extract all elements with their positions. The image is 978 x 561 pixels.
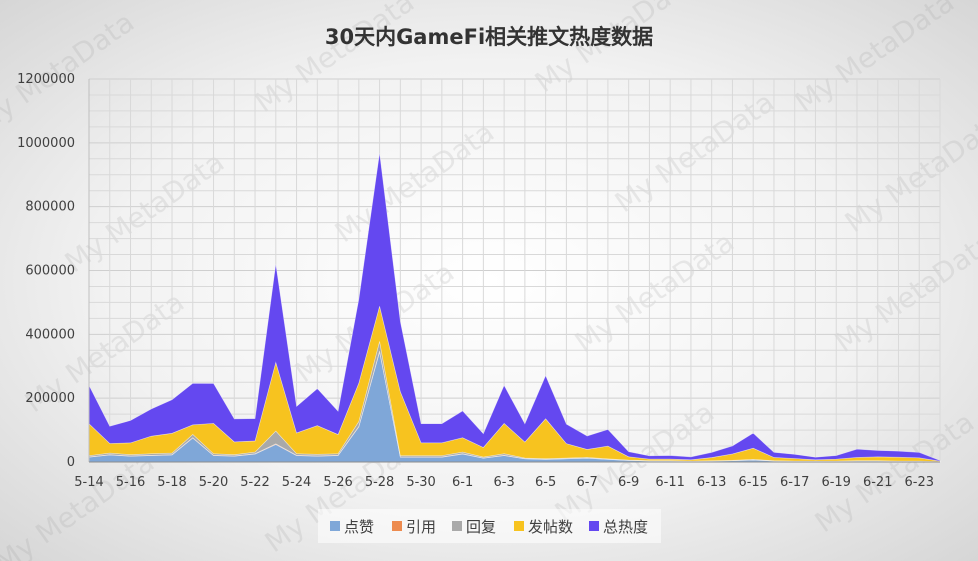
watermark-text: My MetaData: [249, 0, 420, 119]
legend-swatch: [330, 521, 340, 531]
y-tick-label: 400000: [25, 327, 75, 342]
legend-swatch: [392, 521, 402, 531]
x-tick-label: 5-26: [323, 475, 353, 490]
x-tick-label: 5-20: [199, 475, 229, 490]
watermark-text: My MetaData: [839, 105, 978, 239]
legend-label: 点赞: [344, 518, 374, 536]
legend-label: 总热度: [603, 518, 648, 536]
x-tick-label: 6-1: [452, 475, 473, 490]
x-tick-label: 5-30: [406, 475, 436, 490]
x-tick-label: 6-13: [697, 475, 727, 490]
watermark-text: My MetaData: [59, 145, 230, 279]
x-tick-label: 6-17: [780, 475, 810, 490]
y-tick-label: 1200000: [17, 72, 75, 87]
x-tick-label: 5-16: [116, 475, 146, 490]
area-series-5: [88, 153, 941, 462]
y-tick-label: 1000000: [17, 136, 75, 151]
chart-title: 30天内GameFi相关推文热度数据: [325, 25, 653, 49]
watermark-text: My MetaData: [829, 225, 978, 359]
x-tick-label: 6-19: [821, 475, 851, 490]
y-tick-label: 0: [67, 455, 75, 470]
x-tick-label: 6-7: [577, 475, 598, 490]
watermark-text: My MetaData: [609, 85, 780, 219]
x-tick-label: 6-11: [655, 475, 685, 490]
watermark-text: My MetaData: [329, 115, 500, 249]
x-axis-tick-labels: 5-14 5-16 5-18 5-20 5-22 5-24 5-26 5-28 5-30 6-1 6…: [74, 475, 934, 490]
x-tick-label: 6-9: [618, 475, 639, 490]
y-axis-tick-labels: 0 200000 400000 600000 800000 1000000 1200000: [17, 72, 75, 470]
area-series-4: [88, 306, 941, 462]
legend-label: 回复: [466, 518, 496, 536]
legend-label: 引用: [406, 518, 436, 536]
legend-label: 发帖数: [528, 518, 573, 536]
legend-box: [318, 509, 661, 543]
area-series: [88, 153, 941, 463]
x-tick-label: 5-14: [74, 475, 104, 490]
legend-swatch: [589, 521, 599, 531]
x-tick-label: 5-24: [282, 475, 312, 490]
watermark-text: My MetaData: [789, 0, 960, 119]
x-tick-label: 6-23: [904, 475, 934, 490]
y-tick-label: 600000: [25, 264, 75, 279]
watermark-text: My MetaData: [809, 405, 978, 539]
watermark-text: My MetaData: [0, 445, 160, 561]
axes: [88, 79, 940, 463]
x-tick-label: 6-3: [494, 475, 515, 490]
x-tick-label: 5-28: [365, 475, 395, 490]
x-tick-label: 6-21: [863, 475, 893, 490]
y-tick-label: 800000: [25, 200, 75, 215]
y-tick-label: 200000: [25, 391, 75, 406]
watermark-text: My MetaData: [529, 0, 700, 99]
x-tick-label: 6-15: [738, 475, 768, 490]
legend-swatch: [514, 521, 524, 531]
watermark-text: My MetaData: [569, 225, 740, 359]
x-tick-label: 5-18: [157, 475, 187, 490]
x-tick-label: 5-22: [240, 475, 270, 490]
legend-swatch: [452, 521, 462, 531]
legend: 点赞 引用 回复 发帖数 总热度: [318, 509, 661, 543]
x-tick-label: 6-5: [535, 475, 556, 490]
